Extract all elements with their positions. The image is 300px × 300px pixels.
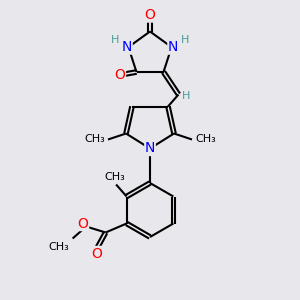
Text: CH₃: CH₃: [49, 242, 70, 251]
Text: N: N: [168, 40, 178, 54]
Text: N: N: [122, 40, 132, 54]
Text: N: N: [145, 142, 155, 155]
Text: O: O: [78, 217, 88, 230]
Text: CH₃: CH₃: [84, 134, 105, 145]
Text: H: H: [181, 34, 189, 45]
Text: O: O: [91, 247, 102, 260]
Text: O: O: [115, 68, 125, 82]
Text: CH₃: CH₃: [195, 134, 216, 145]
Text: CH₃: CH₃: [104, 172, 125, 182]
Text: H: H: [111, 34, 119, 45]
Text: H: H: [182, 91, 190, 101]
Text: O: O: [145, 8, 155, 22]
